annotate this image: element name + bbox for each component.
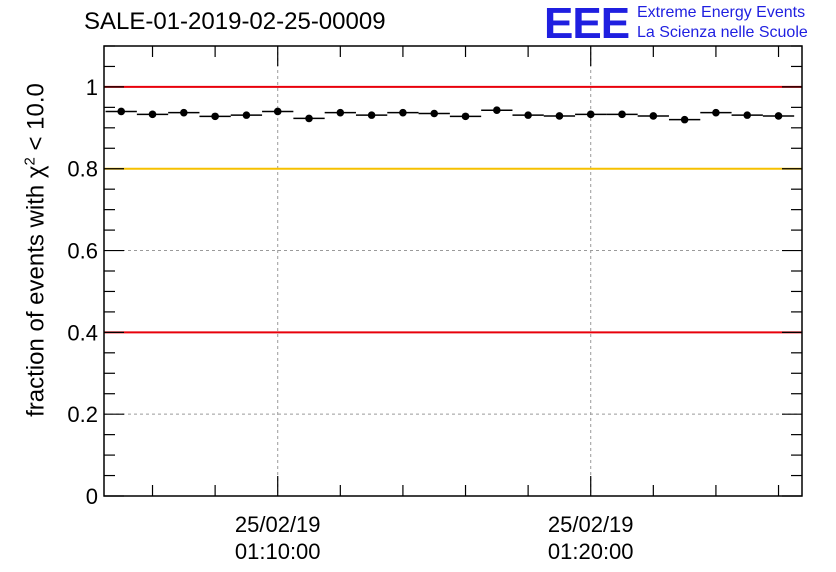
data-point (180, 108, 188, 117)
data-point (524, 111, 532, 119)
x-tick-label: 25/02/19 (548, 512, 634, 537)
data-point (743, 111, 752, 119)
y-tick-label: 0.2 (67, 402, 98, 427)
x-tick-label: 01:20:00 (548, 539, 634, 564)
chart-title: SALE-01-2019-02-25-00009 (84, 8, 386, 35)
data-point (649, 112, 658, 120)
data-point (148, 110, 157, 119)
data-point (680, 115, 689, 124)
logo-line-2: La Scienza nelle Scuole (637, 24, 808, 41)
y-tick-label: 0.8 (67, 157, 98, 182)
logo-line-1: Extreme Energy Events (637, 4, 806, 21)
x-tick-label: 25/02/19 (235, 512, 321, 537)
data-point (399, 108, 407, 117)
data-point (774, 112, 783, 120)
plot-frame (103, 45, 803, 497)
x-tick-label: 01:10:00 (235, 539, 321, 564)
data-point (273, 107, 282, 116)
data-point (493, 106, 501, 115)
data-point (555, 112, 564, 120)
y-tick-label: 0 (86, 484, 98, 509)
data-point (430, 109, 439, 118)
y-tick-label: 1 (86, 75, 98, 100)
y-tick-label: 0.4 (67, 320, 98, 345)
eee-logo: EEE (544, 0, 630, 48)
y-tick-label: 0.6 (67, 239, 98, 264)
data-point (712, 108, 720, 117)
data-point (461, 112, 470, 121)
data-point (305, 114, 313, 123)
data-point (367, 111, 376, 119)
data-point (117, 107, 126, 116)
data-point (242, 111, 251, 119)
data-point (211, 112, 219, 121)
data-point (618, 110, 626, 119)
data-point (336, 108, 345, 117)
data-point (586, 110, 595, 119)
